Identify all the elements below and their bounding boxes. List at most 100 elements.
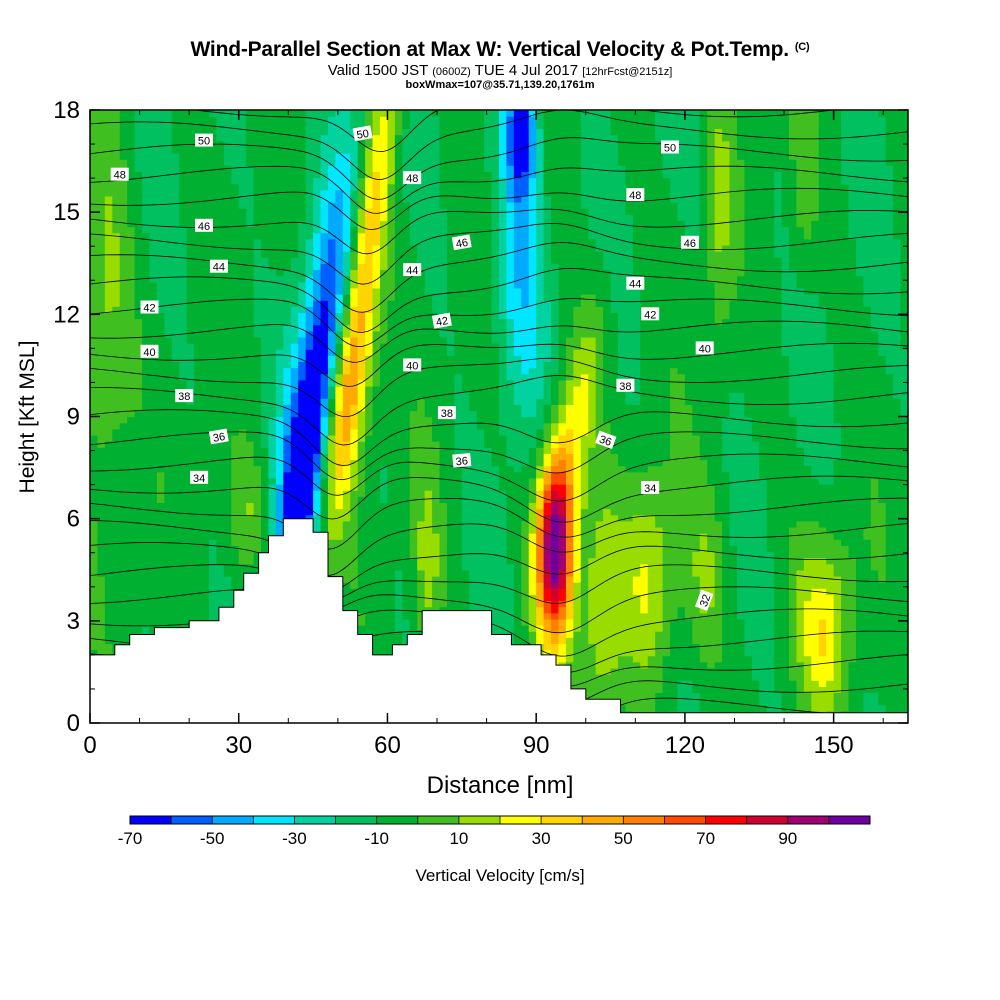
theta-label: 44 [209, 259, 228, 274]
theta-label: 46 [195, 218, 213, 233]
theta-label-text: 42 [143, 303, 155, 315]
theta-label: 44 [403, 263, 422, 277]
colorbar-swatch [582, 816, 624, 824]
theta-label-text: 40 [699, 343, 711, 355]
wmax-info: boxWmax=107@35.71,139.20,1761m [405, 79, 595, 91]
valid-time: Valid 1500 JST [327, 62, 429, 79]
theta-label: 46 [680, 235, 699, 250]
theta-label: 32 [695, 589, 714, 611]
forecast-info: [12hrFcst@2151z] [582, 66, 673, 78]
colorbar-tick-label: -10 [364, 829, 389, 848]
theta-label: 38 [437, 406, 456, 420]
theta-label: 42 [140, 300, 159, 315]
theta-label-text: 38 [178, 391, 190, 403]
colorbar-swatch [294, 816, 336, 824]
chart-title: Wind-Parallel Section at Max W: Vertical… [0, 38, 1000, 62]
colorbar: -70 -50 -30 -10 10 30 50 70 90 [118, 815, 871, 848]
colorbar-swatch [746, 816, 789, 824]
x-tick-label: 90 [523, 732, 550, 759]
colorbar-swatch [500, 816, 542, 824]
copyright-mark: (C) [794, 41, 810, 53]
colorbar-swatch [417, 816, 460, 824]
theta-label: 40 [695, 341, 714, 355]
theta-label-text: 42 [644, 309, 656, 321]
y-tick-label: 9 [67, 404, 80, 431]
theta-label: 42 [431, 312, 452, 329]
theta-label-text: 50 [198, 136, 210, 148]
x-tick-label: 30 [225, 732, 252, 759]
theta-label-text: 40 [143, 347, 155, 359]
y-tick-label: 15 [53, 199, 80, 226]
theta-label: 50 [195, 133, 213, 148]
colorbar-tick-label: 30 [532, 829, 551, 848]
theta-label: 40 [403, 358, 422, 372]
colorbar-tick-label: -30 [282, 829, 307, 848]
colorbar-tick-label: -70 [118, 829, 143, 848]
theta-label-text: 36 [212, 431, 226, 445]
theta-label-text: 44 [406, 265, 418, 277]
theta-label-text: 44 [213, 262, 225, 274]
theta-label-text: 38 [441, 408, 453, 420]
theta-label: 34 [190, 470, 209, 485]
theta-label: 48 [626, 188, 645, 202]
colorbar-label: Vertical Velocity [cm/s] [415, 866, 584, 885]
theta-label-text: 46 [455, 237, 469, 251]
colorbar-swatch [171, 816, 213, 824]
y-tick-label: 6 [67, 506, 80, 533]
colorbar-tick-label: 50 [614, 829, 633, 848]
y-tick-label: 12 [53, 301, 80, 328]
theta-label-text: 50 [664, 143, 676, 155]
theta-label: 48 [110, 167, 129, 182]
theta-label: 36 [452, 453, 472, 468]
colorbar-tick-label: 70 [696, 829, 715, 848]
theta-label-text: 36 [597, 434, 613, 449]
theta-label-text: 36 [455, 455, 468, 468]
theta-label-text: 40 [406, 360, 418, 372]
theta-label-text: 48 [406, 173, 418, 185]
chart-title-text: Wind-Parallel Section at Max W: Vertical… [190, 38, 790, 61]
theta-label: 44 [626, 276, 645, 291]
theta-label-text: 46 [684, 238, 696, 250]
colorbar-swatch [376, 816, 419, 824]
theta-label-text: 50 [356, 128, 370, 142]
theta-label: 40 [140, 344, 159, 359]
x-tick-label: 60 [374, 732, 401, 759]
colorbar-swatch [541, 816, 583, 824]
x-tick-label: 0 [83, 732, 96, 759]
theta-label: 46 [451, 234, 472, 251]
theta-label-text: 34 [644, 483, 656, 495]
colorbar-swatch [335, 816, 377, 824]
colorbar-swatch [130, 816, 172, 824]
theta-label-text: 34 [193, 473, 205, 485]
theta-label: 50 [352, 125, 373, 142]
colorbar-tick-label: 10 [449, 829, 468, 848]
theta-label: 38 [175, 389, 194, 403]
colorbar-swatch [705, 816, 747, 824]
utc-time: (0600Z) [432, 66, 471, 78]
y-tick-label: 0 [67, 710, 80, 737]
colorbar-tick-label: 90 [778, 829, 797, 848]
chart-subtitle: Valid 1500 JST (0600Z) TUE 4 Jul 2017 [1… [0, 62, 1000, 79]
colorbar-swatch [458, 816, 501, 824]
colorbar-swatch [787, 816, 830, 824]
theta-label-text: 48 [629, 190, 641, 202]
y-tick-label: 3 [67, 608, 80, 635]
terrain [89, 518, 909, 724]
theta-label-text: 38 [619, 381, 631, 393]
colorbar-swatch [212, 816, 254, 824]
theta-label-text: 48 [114, 170, 126, 182]
theta-label-text: 42 [435, 315, 449, 329]
y-tick-label: 18 [53, 97, 80, 124]
theta-label: 42 [641, 307, 660, 321]
theta-label: 50 [661, 140, 679, 155]
theta-label: 38 [616, 378, 635, 393]
colorbar-tick-label: -50 [200, 829, 225, 848]
colorbar-swatch [664, 816, 706, 824]
colorbar-swatch [253, 816, 295, 824]
theta-label: 36 [208, 428, 229, 445]
theta-label-text: 32 [698, 593, 713, 609]
theta-label-text: 44 [629, 279, 641, 291]
x-tick-label: 120 [665, 732, 705, 759]
